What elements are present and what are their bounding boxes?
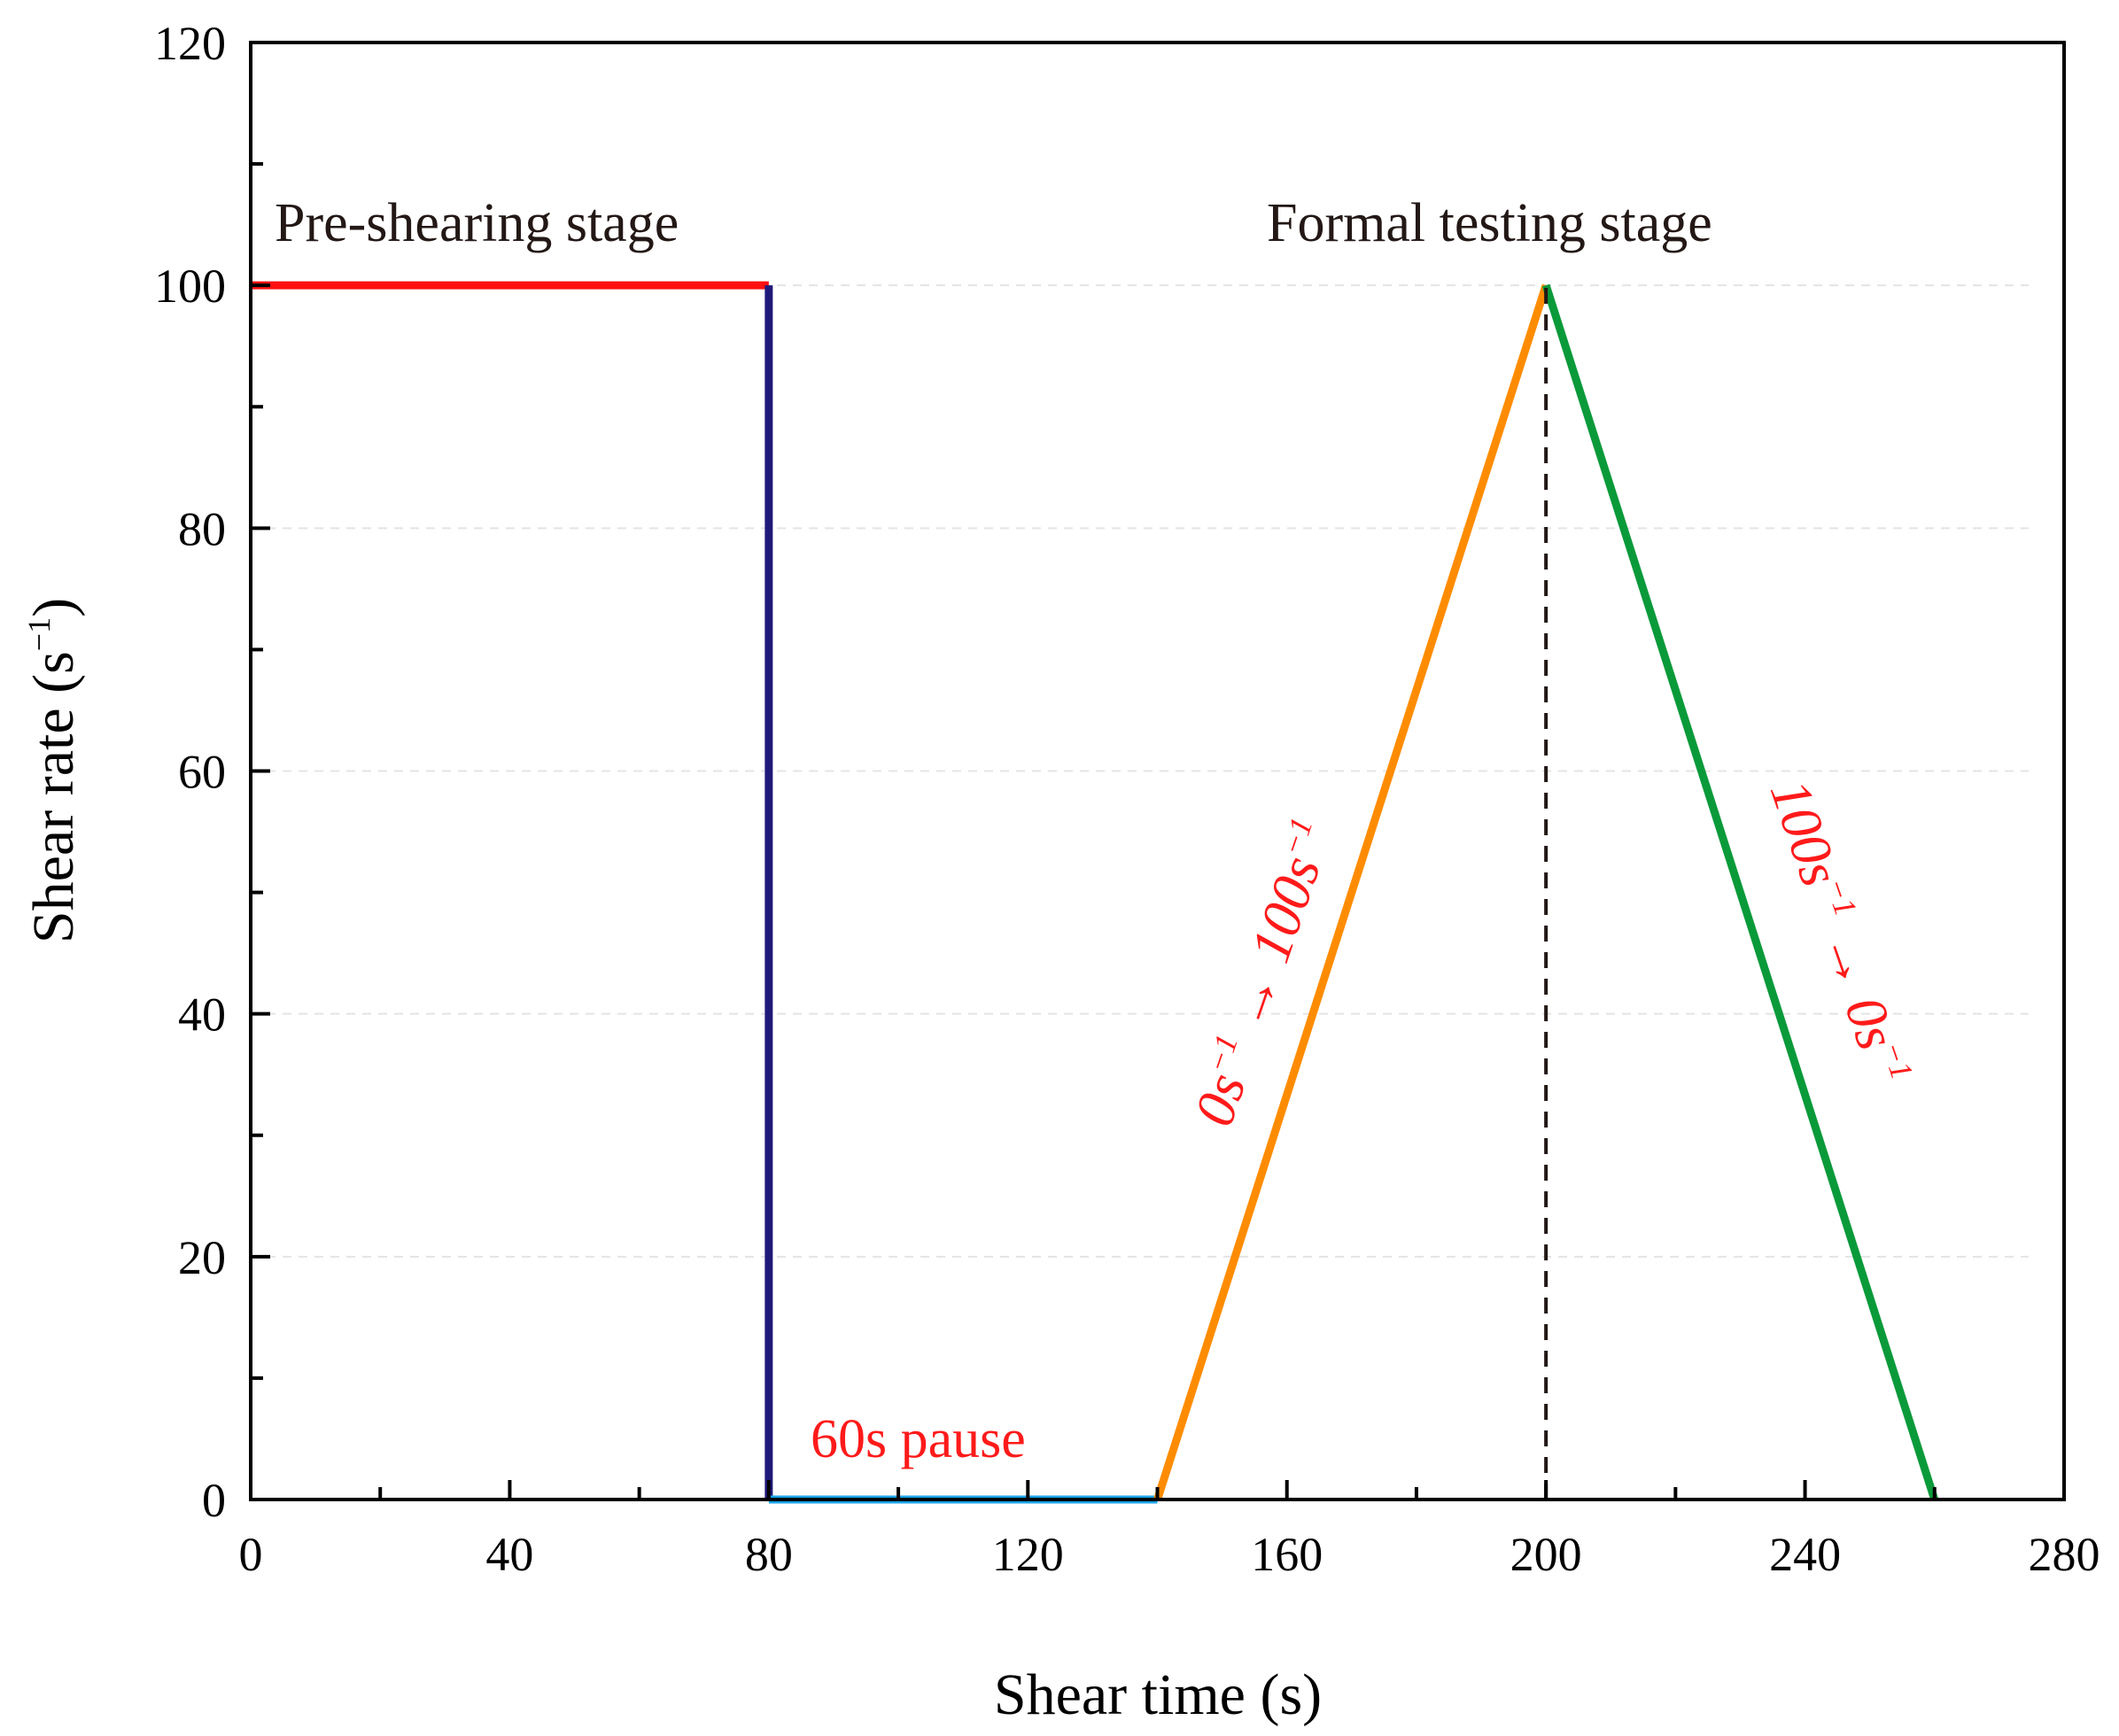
x-tick-label-0: 0 xyxy=(239,1528,263,1581)
x-tick-label-200: 200 xyxy=(1510,1528,1582,1581)
formal-testing-label: Formal testing stage xyxy=(1267,193,1712,253)
y-axis-title-close: ) xyxy=(21,598,86,617)
pre-shearing-label: Pre-shearing stage xyxy=(275,193,679,253)
y-tick-label-20: 20 xyxy=(178,1231,226,1284)
y-tick-label-100: 100 xyxy=(154,260,226,313)
x-tick-label-120: 120 xyxy=(992,1528,1064,1581)
x-tick-label-280: 280 xyxy=(2029,1528,2100,1581)
y-tick-label-80: 80 xyxy=(178,502,226,555)
ramp-down-label: 100s−1 → 0s−1 xyxy=(1758,771,1921,1092)
series-line-ramp-down xyxy=(1541,283,1939,1501)
x-tick-label-160: 160 xyxy=(1251,1528,1323,1581)
y-tick-label-40: 40 xyxy=(178,988,226,1042)
pause-label: 60s pause xyxy=(811,1409,1026,1469)
y-tick-label-60: 60 xyxy=(178,746,226,799)
x-tick-label-240: 240 xyxy=(1769,1528,1841,1581)
series-group xyxy=(251,281,1939,1504)
y-axis-title-main: Shear rate (s xyxy=(21,651,86,943)
ramp-up-label: 0s−1 → 100s−1 xyxy=(1182,813,1345,1134)
y-axis-title: Shear rate (s−1) xyxy=(21,598,86,943)
x-tick-label-80: 80 xyxy=(745,1528,793,1581)
y-tick-label-120: 120 xyxy=(154,17,226,70)
axis-ticks xyxy=(249,41,2066,1501)
series-line-ramp-up xyxy=(1153,283,1550,1501)
y-axis-title-sup: −1 xyxy=(21,617,57,651)
tick-labels: 0 40 80 120 160 200 240 280 0 20 40 60 80 100 120 xyxy=(154,17,2100,1581)
x-tick-label-40: 40 xyxy=(485,1528,533,1581)
grid-lines xyxy=(251,284,2029,1258)
y-tick-label-0: 0 xyxy=(202,1474,226,1527)
x-axis-title: Shear time (s) xyxy=(994,1662,1322,1727)
